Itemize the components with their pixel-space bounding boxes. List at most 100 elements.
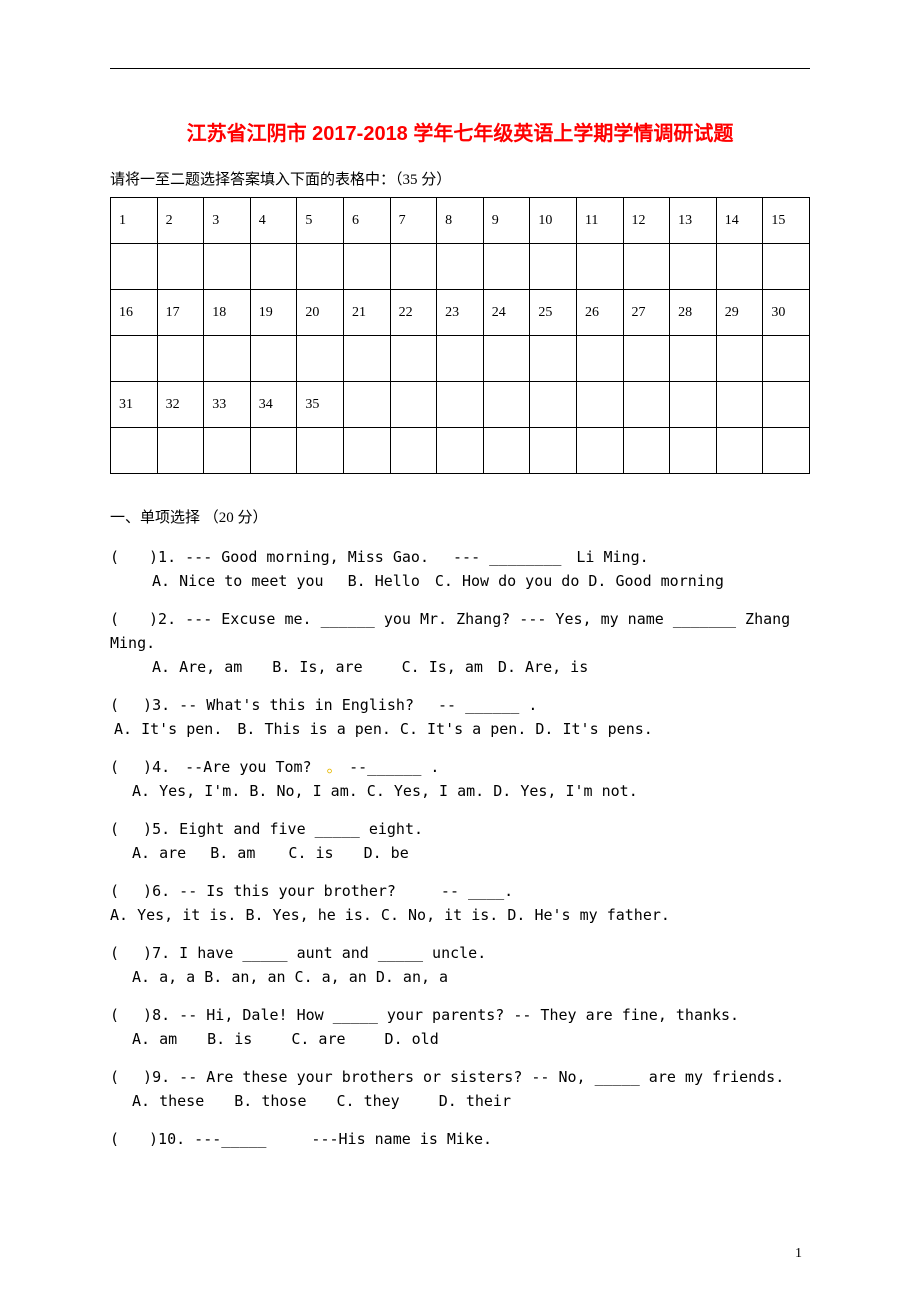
grid-cell[interactable]	[343, 336, 390, 382]
grid-cell[interactable]	[623, 336, 670, 382]
grid-cell[interactable]	[483, 428, 530, 474]
grid-cell[interactable]	[111, 244, 158, 290]
grid-cell: 33	[204, 382, 251, 428]
grid-cell: 16	[111, 290, 158, 336]
q8-options: A. am B. is C. are D. old	[110, 1027, 439, 1051]
grid-cell: 31	[111, 382, 158, 428]
q2-stem: ( )2. --- Excuse me. ______ you Mr. Zhan…	[110, 610, 790, 652]
grid-cell: 3	[204, 198, 251, 244]
q3-stem: ( )3. -- What's this in English? -- ____…	[110, 696, 537, 714]
grid-cell[interactable]	[390, 336, 437, 382]
q1-options: A. Nice to meet you B. Hello C. How do y…	[110, 569, 724, 593]
grid-row-2-answer	[111, 336, 810, 382]
question-7: ( )7. I have _____ aunt and _____ uncle.…	[110, 941, 810, 989]
grid-cell[interactable]	[623, 428, 670, 474]
grid-cell: 13	[670, 198, 717, 244]
grid-cell: 35	[297, 382, 344, 428]
grid-cell[interactable]	[623, 244, 670, 290]
grid-cell[interactable]	[763, 336, 810, 382]
grid-cell[interactable]	[670, 336, 717, 382]
grid-cell[interactable]	[343, 244, 390, 290]
grid-cell[interactable]	[204, 428, 251, 474]
grid-cell	[390, 382, 437, 428]
grid-cell: 34	[250, 382, 297, 428]
grid-cell[interactable]	[157, 244, 204, 290]
q6-stem: ( )6. -- Is this your brother? -- ____.	[110, 882, 513, 900]
grid-cell[interactable]	[483, 336, 530, 382]
grid-cell[interactable]	[576, 244, 623, 290]
q10-stem: ( )10. ---_____ ---His name is Mike.	[110, 1130, 492, 1148]
grid-cell[interactable]	[297, 244, 344, 290]
q5-options: A. are B. am C. is D. be	[110, 841, 409, 865]
grid-cell	[343, 382, 390, 428]
grid-cell: 26	[576, 290, 623, 336]
grid-cell[interactable]	[670, 428, 717, 474]
grid-cell: 7	[390, 198, 437, 244]
grid-cell[interactable]	[250, 336, 297, 382]
grid-cell[interactable]	[157, 428, 204, 474]
grid-cell	[623, 382, 670, 428]
grid-cell[interactable]	[297, 428, 344, 474]
grid-cell: 10	[530, 198, 577, 244]
question-9: ( )9. -- Are these your brothers or sist…	[110, 1065, 810, 1113]
question-3: ( )3. -- What's this in English? -- ____…	[110, 693, 810, 741]
q8-stem: ( )8. -- Hi, Dale! How _____ your parent…	[110, 1006, 739, 1024]
grid-cell[interactable]	[390, 428, 437, 474]
grid-cell: 11	[576, 198, 623, 244]
grid-cell[interactable]	[716, 244, 763, 290]
q9-options: A. these B. those C. they D. their	[110, 1089, 511, 1113]
grid-cell[interactable]	[250, 428, 297, 474]
grid-cell: 28	[670, 290, 717, 336]
q4-stem-b: --______ .	[334, 758, 439, 776]
grid-cell[interactable]	[111, 428, 158, 474]
grid-cell[interactable]	[763, 244, 810, 290]
grid-cell[interactable]	[483, 244, 530, 290]
grid-cell: 1	[111, 198, 158, 244]
grid-cell[interactable]	[390, 244, 437, 290]
grid-cell	[716, 382, 763, 428]
grid-cell: 15	[763, 198, 810, 244]
grid-cell	[763, 382, 810, 428]
grid-cell	[483, 382, 530, 428]
grid-cell: 19	[250, 290, 297, 336]
grid-cell[interactable]	[437, 336, 484, 382]
grid-cell: 5	[297, 198, 344, 244]
grid-cell[interactable]	[437, 428, 484, 474]
grid-cell[interactable]	[763, 428, 810, 474]
grid-cell[interactable]	[530, 428, 577, 474]
grid-cell[interactable]	[576, 336, 623, 382]
grid-cell	[530, 382, 577, 428]
grid-cell: 8	[437, 198, 484, 244]
grid-cell[interactable]	[343, 428, 390, 474]
grid-cell[interactable]	[530, 336, 577, 382]
grid-cell: 4	[250, 198, 297, 244]
grid-cell[interactable]	[204, 244, 251, 290]
grid-cell[interactable]	[716, 428, 763, 474]
grid-cell: 17	[157, 290, 204, 336]
grid-cell: 18	[204, 290, 251, 336]
grid-cell[interactable]	[437, 244, 484, 290]
grid-cell: 27	[623, 290, 670, 336]
instruction-text: 请将一至二题选择答案填入下面的表格中：（35 分）	[110, 168, 810, 189]
grid-cell[interactable]	[111, 336, 158, 382]
grid-cell: 29	[716, 290, 763, 336]
dot-icon: 。	[327, 758, 335, 776]
q4-stem-a: ( )4. --Are you Tom?	[110, 758, 327, 776]
q7-options: A. a, a B. an, an C. a, an D. an, a	[110, 965, 448, 989]
grid-cell[interactable]	[250, 244, 297, 290]
grid-cell[interactable]	[157, 336, 204, 382]
grid-cell: 14	[716, 198, 763, 244]
grid-cell	[437, 382, 484, 428]
question-5: ( )5. Eight and five _____ eight. A. are…	[110, 817, 810, 865]
grid-cell[interactable]	[670, 244, 717, 290]
grid-cell[interactable]	[297, 336, 344, 382]
grid-cell[interactable]	[716, 336, 763, 382]
grid-cell[interactable]	[530, 244, 577, 290]
grid-cell[interactable]	[204, 336, 251, 382]
grid-row-3-header: 31 32 33 34 35	[111, 382, 810, 428]
grid-cell	[576, 382, 623, 428]
grid-cell: 22	[390, 290, 437, 336]
q4-options: A. Yes, I'm. B. No, I am. C. Yes, I am. …	[110, 779, 638, 803]
grid-cell: 12	[623, 198, 670, 244]
grid-cell[interactable]	[576, 428, 623, 474]
